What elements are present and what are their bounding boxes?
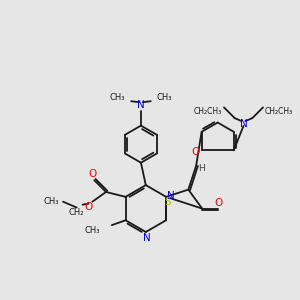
Text: CH₂CH₃: CH₂CH₃ <box>194 107 222 116</box>
Text: CH₃: CH₃ <box>157 93 172 102</box>
Text: O: O <box>192 147 200 157</box>
Text: N: N <box>137 100 145 110</box>
Text: CH₃: CH₃ <box>85 226 100 235</box>
Text: N: N <box>143 233 151 243</box>
Text: O: O <box>88 169 97 179</box>
Text: CH₃: CH₃ <box>44 197 59 206</box>
Text: O: O <box>214 198 223 208</box>
Text: O: O <box>84 202 93 212</box>
Text: N: N <box>167 191 175 201</box>
Text: CH₂CH₃: CH₂CH₃ <box>265 107 293 116</box>
Text: CH₃: CH₃ <box>110 93 125 102</box>
Text: S: S <box>165 197 171 207</box>
Text: N: N <box>240 119 248 129</box>
Text: CH₂: CH₂ <box>69 208 85 217</box>
Text: H: H <box>198 164 205 173</box>
